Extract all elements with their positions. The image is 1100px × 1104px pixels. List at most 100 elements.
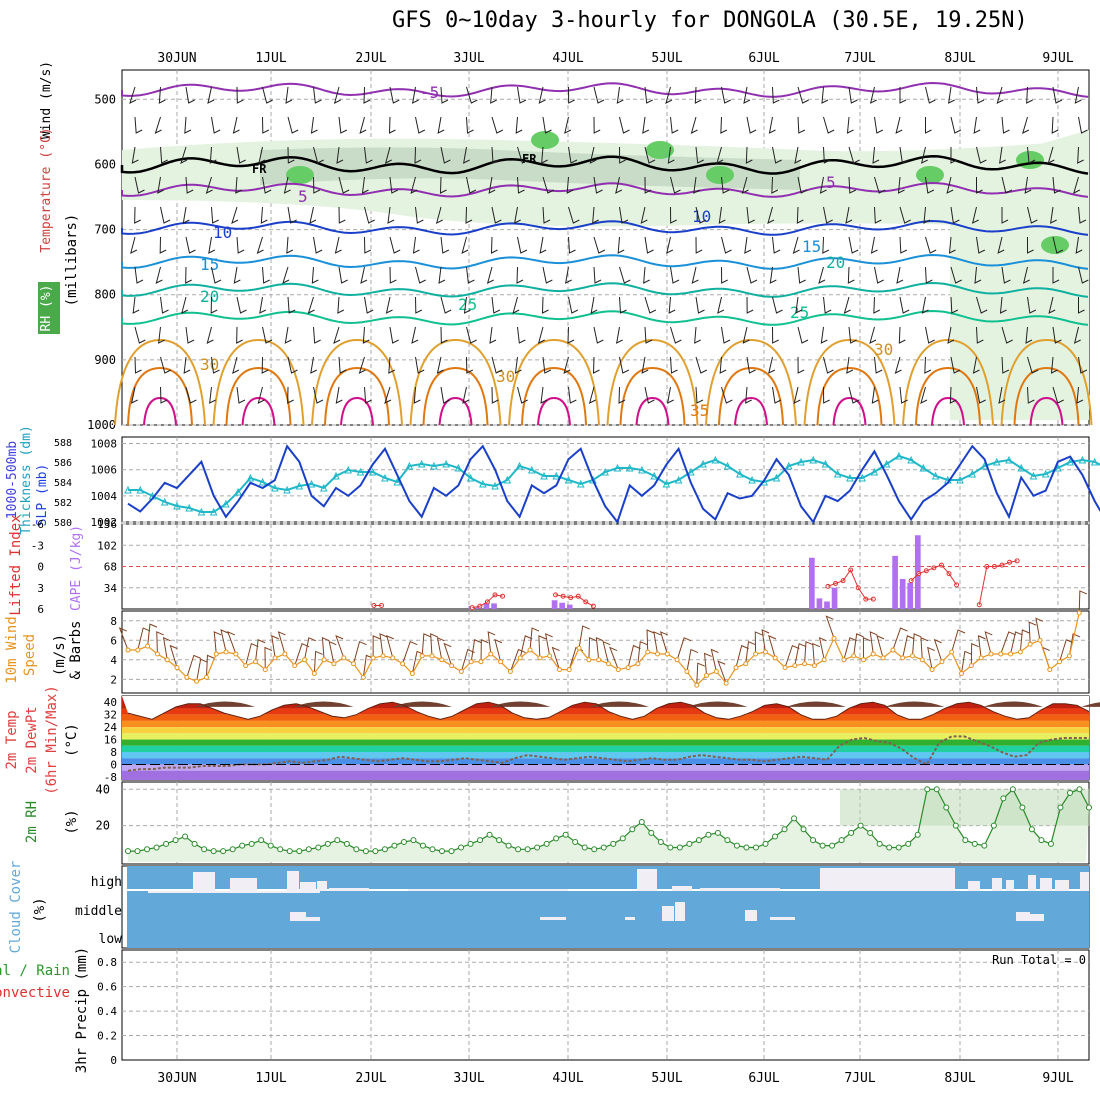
wind-barb [900,237,907,253]
wind-barb [441,387,450,403]
wind10-speed-point [842,658,846,662]
cloud-gap [1030,914,1044,921]
wind-barb [773,87,780,103]
rh-point [706,832,711,837]
rh-point [1029,827,1034,832]
rh-point [392,843,397,848]
wind10-speed-point [910,654,914,658]
wind-barb [926,327,935,343]
precip-tick: 0.2 [97,1030,117,1043]
wind-barb [208,87,214,103]
wind-barb [339,207,345,223]
isotherm-label: 15 [802,237,821,256]
wind10-speed-point [312,671,316,675]
wind10-speed-point [1067,654,1071,658]
date-label-top: 3JUL [453,51,484,66]
wind10-speed-point [1077,611,1081,615]
wind10-speed-point [616,668,620,672]
wind10-speed-point [371,656,375,660]
wind-barb [309,297,315,313]
wind-barb [695,87,701,103]
rh-point [934,787,939,792]
rh2m-units: (%) [64,809,80,834]
wind-barb [617,87,623,103]
wind-barb [186,267,192,283]
rh-point [430,847,435,852]
wind10-speed-point [950,650,954,654]
rh-point [820,843,825,848]
date-label-top: 6JUL [748,51,779,66]
rh-point [1020,805,1025,810]
rh-point [630,827,635,832]
wind10-speed-point [567,668,571,672]
rh-point [734,843,739,848]
lifted-index-tick: -6 [31,518,44,531]
wind-barb [823,237,829,253]
wind10-speed-point [322,658,326,662]
wind10-speed-point [734,666,738,670]
wind-barb [539,327,545,343]
wind10-speed-point [920,658,924,662]
rh-point [401,840,406,845]
rh-point [154,845,159,850]
cloud-gap [770,917,795,920]
rh-point [649,830,654,835]
rh-point [297,849,302,854]
isotherm-label: 30 [874,340,893,359]
wind-barb [926,237,937,253]
rh-point [877,841,882,846]
cloud-gap [300,882,316,891]
temp-tick: 40 [104,696,117,709]
wind-barb [488,267,494,283]
rh-point [744,845,749,850]
cloud-level-label: low [99,932,123,947]
wind10-speed-point [538,656,542,660]
wind10-barb [677,638,691,660]
wind-barb [361,267,367,283]
wind10-barb [785,646,799,668]
cape-tick: 34 [104,582,118,595]
isotherm-40 [834,398,866,425]
wind-barb [390,327,399,343]
chart-title: GFS 0~10day 3-hourly for DONGOLA (30.5E,… [392,8,1028,33]
wind10-speed-point [224,650,228,654]
wind-barb [135,267,143,283]
wind-barb [591,297,597,313]
wind-barb [156,267,162,283]
wind10-speed-point [146,644,150,648]
cloud-level-label: high [91,875,122,890]
wind10-speed-point [469,660,473,664]
cloud-gap [540,917,566,920]
rh2m-label: 2m RH [24,801,40,843]
rh-point [563,832,568,837]
wind-barb [412,327,418,343]
rh-point [344,841,349,846]
wind10-barb [718,661,726,683]
wind10-speed-point [881,656,885,660]
wind10-speed-point [979,656,983,660]
wind10-barb [422,634,431,656]
wind-barb [365,297,374,313]
wind-barb [161,297,169,313]
wind10-speed-point [518,656,522,660]
wind-barb [620,117,630,133]
rh-point [677,845,682,850]
wind10-barb [228,632,236,654]
wind-barb [745,237,751,253]
wind-barb [135,207,141,223]
cape-bar [559,603,565,609]
rh-point [202,847,207,852]
wind-barb [185,117,191,133]
wind10-speed-point [410,671,414,675]
wind10-speed-point [597,658,601,662]
wind10-speed-point [803,662,807,666]
wind-barb [543,267,552,283]
wind-barb [518,237,527,253]
slp-label: SLP (mb) [35,464,50,527]
temp-color-band [122,715,1089,721]
wind-barb [414,237,420,253]
wind10-speed-point [175,666,179,670]
cloud-gap [672,886,692,891]
wind-barb [336,237,342,253]
wind10-barb [952,630,965,652]
